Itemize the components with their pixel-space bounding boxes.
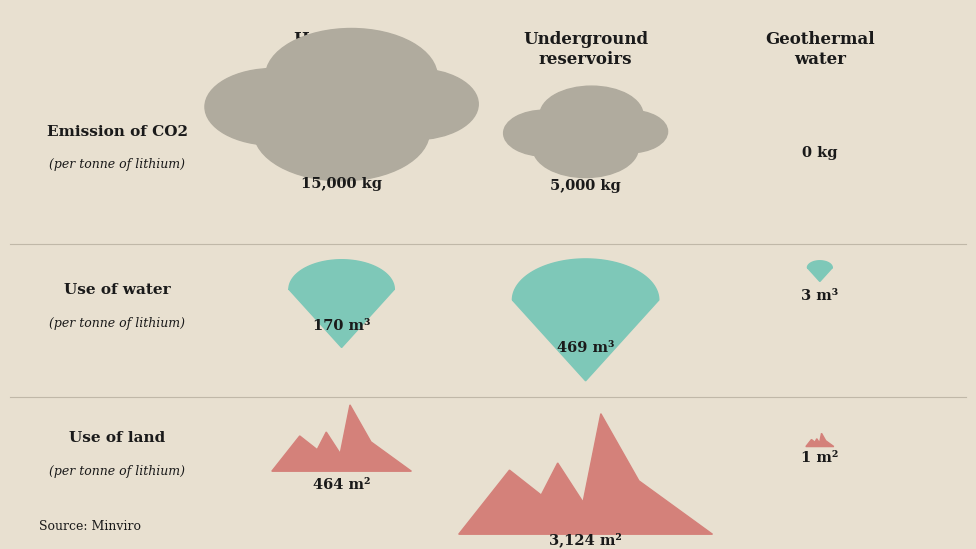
Text: 3 m³: 3 m³: [801, 289, 838, 303]
Polygon shape: [806, 433, 834, 446]
Circle shape: [504, 110, 586, 156]
Circle shape: [254, 82, 429, 181]
Text: (per tonne of lithium): (per tonne of lithium): [49, 158, 185, 171]
Polygon shape: [807, 261, 833, 282]
Text: 170 m³: 170 m³: [313, 319, 370, 333]
Text: Geothermal
water: Geothermal water: [765, 31, 874, 68]
Text: 469 m³: 469 m³: [557, 341, 614, 355]
Circle shape: [205, 69, 342, 145]
Circle shape: [351, 69, 478, 140]
Text: Hard rock
mining: Hard rock mining: [295, 31, 388, 68]
Polygon shape: [459, 414, 712, 534]
Polygon shape: [271, 405, 412, 471]
Text: 3,124 m²: 3,124 m²: [549, 533, 622, 547]
Text: 15,000 kg: 15,000 kg: [302, 177, 382, 191]
Text: (per tonne of lithium): (per tonne of lithium): [49, 317, 185, 330]
Text: Use of land: Use of land: [69, 432, 165, 445]
Text: 0 kg: 0 kg: [802, 147, 837, 160]
Text: Use of water: Use of water: [63, 283, 171, 298]
Circle shape: [591, 110, 668, 153]
Polygon shape: [289, 260, 394, 348]
Text: Underground
reservoirs: Underground reservoirs: [523, 31, 648, 68]
Text: Source: Minviro: Source: Minviro: [39, 519, 142, 533]
Text: Emission of CO2: Emission of CO2: [47, 125, 187, 138]
Circle shape: [533, 119, 638, 177]
Text: 5,000 kg: 5,000 kg: [550, 180, 621, 193]
Text: (per tonne of lithium): (per tonne of lithium): [49, 464, 185, 478]
Polygon shape: [512, 259, 659, 381]
Text: 1 m²: 1 m²: [801, 451, 838, 464]
Text: 464 m²: 464 m²: [313, 478, 370, 492]
Circle shape: [540, 86, 643, 144]
Circle shape: [265, 29, 437, 125]
